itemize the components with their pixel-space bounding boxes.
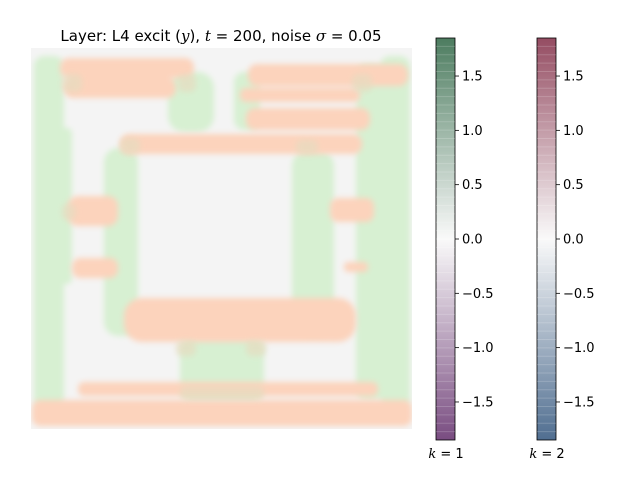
colorbar-tick-label: 0.0 [462, 233, 483, 248]
heatmap-k2-region [72, 258, 118, 278]
chart-title: Layer: L4 excit (y), t = 200, noise σ = … [60, 27, 381, 45]
heatmap-k1-region [34, 56, 64, 408]
colorbar-tick-label: 1.5 [462, 70, 483, 85]
colorbar-tick-label: −1.5 [563, 395, 595, 410]
heatmap-k1-region [104, 148, 138, 336]
heatmap-overlap-region [62, 74, 82, 92]
heatmap-overlap-region [62, 204, 76, 220]
heatmap-overlap-region [296, 140, 318, 154]
heatmap-k2-region [64, 78, 176, 98]
heatmap-overlap-region [120, 138, 140, 154]
heatmap-k2-region [124, 298, 356, 342]
colorbar-tick-label: 1.0 [563, 124, 584, 139]
colorbar-tick-label: 0.0 [563, 233, 584, 248]
colorbar-tick-label: 1.0 [462, 124, 483, 139]
heatmap-k1-region [356, 64, 384, 400]
heatmap-overlap-region [176, 340, 196, 356]
heatmap-k2-region [248, 64, 408, 86]
heatmap-k2-region [68, 196, 118, 226]
heatmap-overlap-region [352, 74, 372, 92]
heatmap-k2-region [246, 108, 370, 130]
colorbar-tick-label: −1.5 [462, 395, 494, 410]
heatmap-k2-region [60, 58, 194, 78]
heatmap-k1-region [292, 150, 334, 336]
colorbar-k1-label: k = 1 [428, 447, 463, 462]
colorbar-tick-label: −0.5 [563, 287, 595, 302]
heatmap-overlap [62, 74, 372, 400]
colorbar-k1: 1.5 1.0 0.5 0.0 −0.5 −1.0 −1.5 k = 1 [428, 37, 494, 462]
colorbar-tick-label: −1.0 [462, 341, 494, 356]
colorbar-tick-label: 1.5 [563, 70, 584, 85]
heatmap-k2-region [344, 262, 368, 272]
heatmap-k2-region [330, 198, 374, 222]
colorbar-tick-label: 0.5 [563, 178, 584, 193]
heatmap-k2-region [32, 400, 412, 426]
colorbar-tick-label: −0.5 [462, 287, 494, 302]
heatmap-k2-region [120, 134, 362, 154]
colorbar-tick-label: −1.0 [563, 341, 595, 356]
heatmap-k1-region [380, 56, 410, 408]
heatmap-overlap-region [178, 74, 196, 92]
heatmap-k2-region [240, 88, 360, 102]
colorbar-tick-label: 0.5 [462, 178, 483, 193]
heatmap-overlap-region [180, 386, 264, 400]
colorbar-k2: 1.5 1.0 0.5 0.0 −0.5 −1.0 −1.5 k = 2 [529, 37, 595, 462]
colorbar-k2-label: k = 2 [529, 447, 564, 462]
heatmap-image [31, 48, 412, 429]
heatmap-overlap-region [246, 340, 266, 356]
